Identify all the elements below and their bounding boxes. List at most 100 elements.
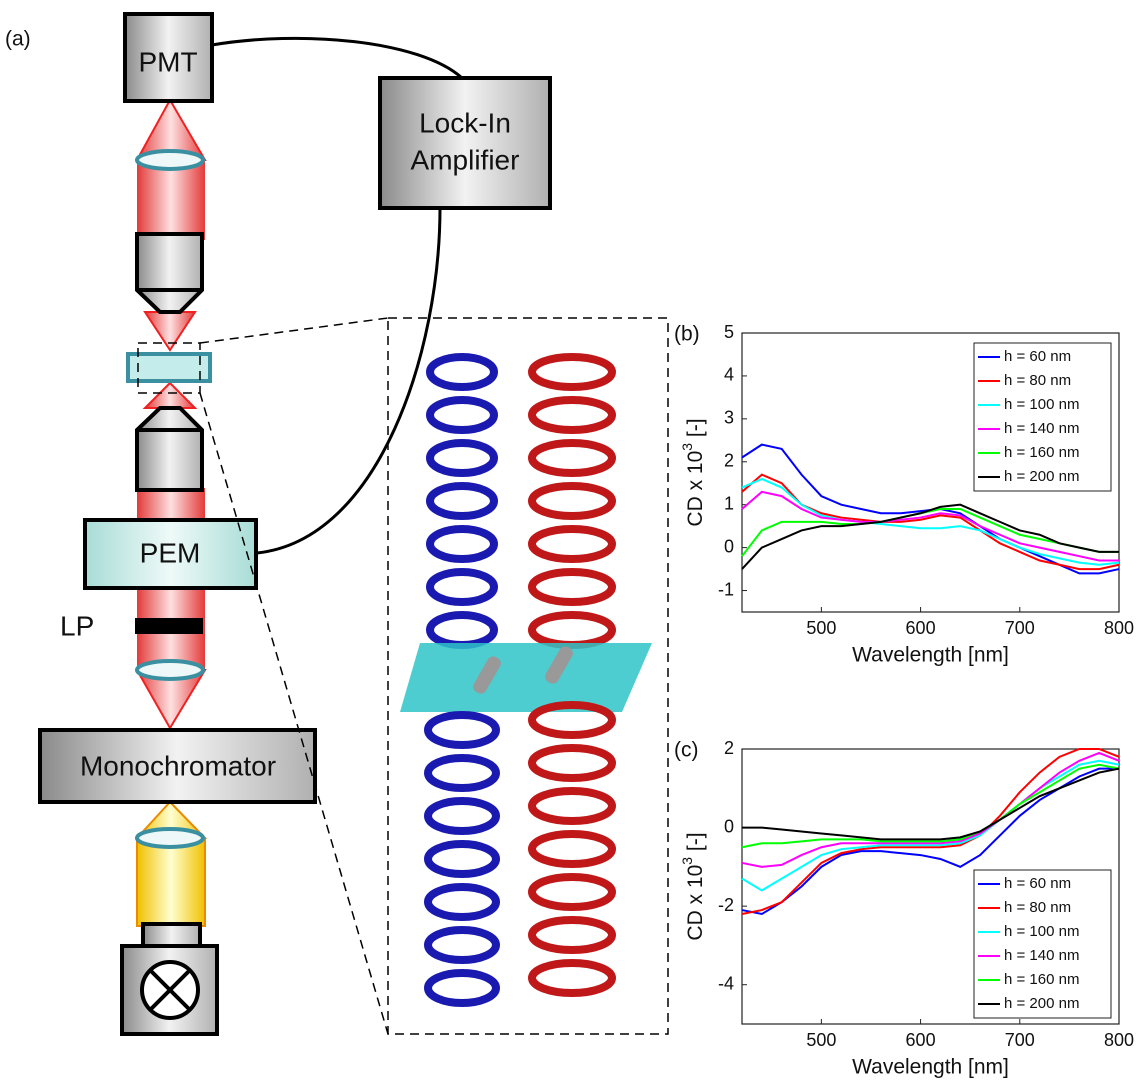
helix-loop bbox=[528, 396, 616, 434]
y-tick-label: -4 bbox=[718, 973, 734, 993]
objective bbox=[135, 232, 204, 314]
setup-diagram: (a) PMT Lock-In Amplifier PEM LP Monochr… bbox=[5, 12, 669, 1036]
beam bbox=[136, 837, 206, 927]
pmt-label: PMT bbox=[138, 46, 197, 77]
helix-loop bbox=[528, 830, 616, 868]
y-tick-label: 1 bbox=[724, 493, 734, 513]
x-tick-label: 600 bbox=[906, 1030, 936, 1050]
y-tick-label: 4 bbox=[724, 365, 734, 385]
legend-label: h = 160 nm bbox=[1004, 444, 1079, 461]
zoom-outline bbox=[137, 317, 669, 1035]
helix-loop bbox=[424, 840, 500, 878]
helix-loop bbox=[426, 568, 498, 606]
panel-label: (a) bbox=[5, 28, 31, 51]
series-line bbox=[741, 763, 1120, 849]
legend-box bbox=[973, 869, 1112, 1019]
series-line bbox=[741, 759, 1120, 892]
monochromator-box bbox=[38, 728, 317, 804]
helix-loop bbox=[424, 969, 500, 1007]
beam bbox=[137, 160, 205, 240]
y-tick-label: 2 bbox=[724, 451, 734, 471]
series-line bbox=[741, 477, 1120, 566]
helix-loop bbox=[424, 926, 500, 964]
series-line bbox=[741, 751, 1120, 868]
legend-label: h = 200 nm bbox=[1004, 468, 1079, 485]
nanorod bbox=[473, 656, 501, 694]
panel-label: (c) bbox=[674, 739, 699, 762]
lamp bbox=[141, 922, 202, 948]
substrate bbox=[400, 643, 652, 712]
pem-box bbox=[83, 518, 258, 590]
legend-label: h = 60 nm bbox=[1004, 875, 1071, 892]
y-tick-label: 0 bbox=[724, 536, 734, 556]
lock-in-label: Amplifier bbox=[411, 144, 520, 175]
lens bbox=[135, 149, 205, 171]
y-tick-label: 2 bbox=[724, 738, 734, 758]
x-tick-label: 500 bbox=[806, 618, 836, 638]
helix-loop bbox=[528, 439, 616, 477]
legend-label: h = 60 nm bbox=[1004, 348, 1071, 365]
helix-loop bbox=[528, 701, 616, 739]
beam bbox=[142, 381, 198, 409]
chart: -1 0 1 2 3 4 5 500 600 700 800 Wavelength [nm] CD x … bbox=[674, 322, 1134, 667]
y-axis-label-part: 3 bbox=[679, 857, 695, 865]
legend-label: h = 140 nm bbox=[1004, 947, 1079, 964]
x-axis-label: Wavelength [nm] bbox=[852, 1056, 1009, 1079]
y-axis-label-part: [-] bbox=[684, 418, 707, 443]
charts: -1 0 1 2 3 4 5 500 600 700 800 Wavelength [nm] CD x … bbox=[674, 322, 1134, 1079]
y-axis-label-part: [-] bbox=[684, 832, 707, 857]
lens bbox=[135, 659, 205, 681]
helix-loop bbox=[426, 353, 498, 391]
helix-loop bbox=[528, 611, 616, 649]
helix-loop bbox=[424, 754, 500, 792]
cable bbox=[256, 207, 442, 555]
monochromator-label: Monochromator bbox=[80, 750, 276, 781]
helix-loop bbox=[426, 439, 498, 477]
series-line bbox=[742, 767, 1120, 841]
x-axis-label: Wavelength [nm] bbox=[852, 644, 1009, 667]
x-tick-label: 500 bbox=[806, 1030, 836, 1050]
x-tick-label: 800 bbox=[1104, 618, 1134, 638]
helix-loop bbox=[426, 525, 498, 563]
objective bbox=[135, 406, 204, 492]
helix-loop bbox=[528, 959, 616, 997]
legend-label: h = 200 nm bbox=[1004, 995, 1079, 1012]
lock-in-label: Lock-In bbox=[419, 107, 511, 138]
cable bbox=[211, 36, 464, 80]
legend-label: h = 80 nm bbox=[1004, 899, 1071, 916]
y-tick-label: -2 bbox=[718, 895, 734, 915]
helix-loop bbox=[426, 482, 498, 520]
helix-illustration bbox=[400, 353, 652, 1007]
helix-loop bbox=[528, 568, 616, 606]
legend-label: h = 80 nm bbox=[1004, 372, 1071, 389]
sample bbox=[126, 352, 212, 383]
x-tick-label: 800 bbox=[1104, 1030, 1134, 1050]
lamp-symbol bbox=[148, 968, 192, 1012]
chart: -4 -2 0 2 500 600 700 800 Wavelength [nm] CD x 10… bbox=[674, 738, 1134, 1079]
helix-loop bbox=[528, 744, 616, 782]
helix-loop bbox=[424, 711, 500, 749]
lp-label: LP bbox=[60, 610, 94, 641]
y-tick-label: 3 bbox=[724, 408, 734, 428]
y-axis-label-part: 3 bbox=[679, 443, 695, 451]
series-line bbox=[741, 503, 1119, 570]
helix-loop bbox=[424, 883, 500, 921]
nanorod bbox=[545, 646, 573, 684]
y-axis-label: CD x 103 [-] bbox=[679, 832, 707, 940]
lens bbox=[135, 827, 205, 849]
x-tick-label: 700 bbox=[1005, 618, 1035, 638]
y-axis-label-part: CD x 10 bbox=[684, 451, 707, 527]
pem-label: PEM bbox=[140, 537, 201, 568]
helix-loop bbox=[528, 482, 616, 520]
helix-loop bbox=[528, 787, 616, 825]
helix-loop bbox=[528, 916, 616, 954]
y-axis-label: CD x 103 [-] bbox=[679, 418, 707, 526]
y-tick-label: 0 bbox=[724, 816, 734, 836]
legend-label: h = 160 nm bbox=[1004, 971, 1079, 988]
helix-loop bbox=[426, 611, 498, 649]
pmt-box bbox=[123, 12, 214, 103]
legend-box bbox=[973, 342, 1112, 492]
polarizer bbox=[135, 618, 203, 634]
legend-label: h = 140 nm bbox=[1004, 420, 1079, 437]
